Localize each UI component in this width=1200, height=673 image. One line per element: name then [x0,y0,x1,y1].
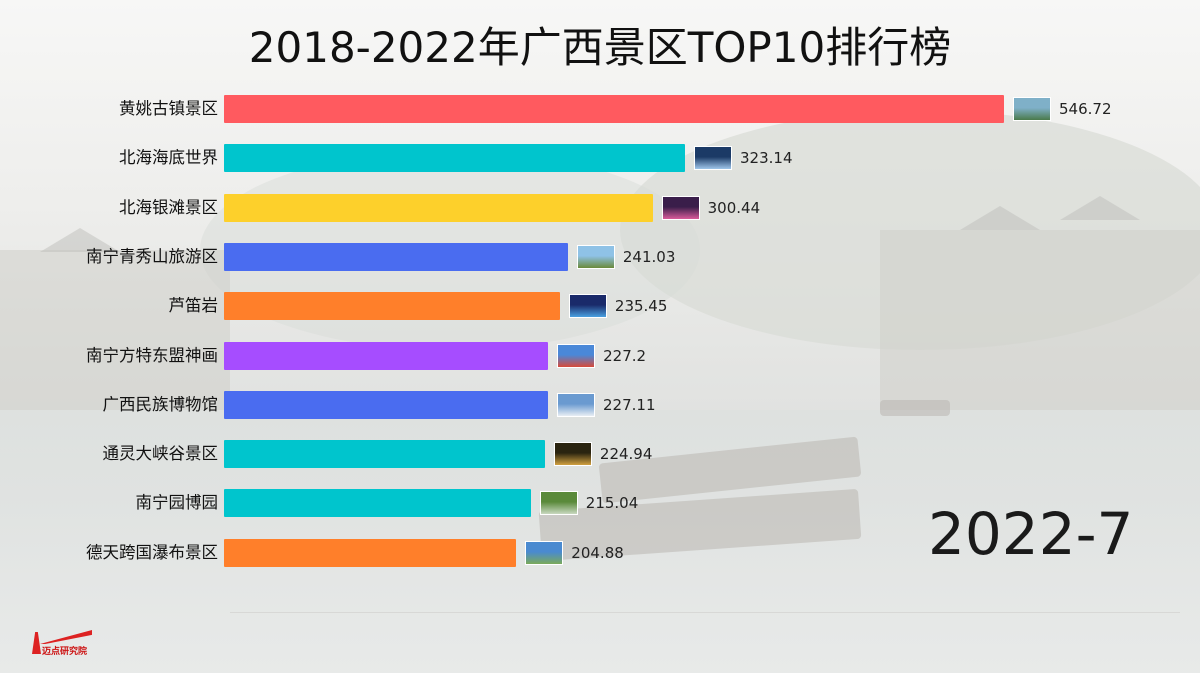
value-label: 241.03 [622,247,676,266]
bar [224,292,560,321]
page-title: 2018-2022年广西景区TOP10排行榜 [248,23,952,72]
category-label: 南宁青秀山旅游区 [86,246,218,266]
swoosh-icon [40,630,92,644]
category-label: 南宁方特东盟神画 [86,345,218,365]
value-label: 235.45 [614,297,668,316]
value-label: 215.04 [585,494,639,513]
bar [224,489,531,518]
bar [224,193,653,222]
scenic-thumbnail [553,442,592,467]
bar [224,144,686,173]
category-label: 广西民族博物馆 [102,394,219,414]
bar [224,440,545,469]
bar [224,341,549,370]
category-label: 芦笛岩 [168,296,219,316]
tower-icon [32,632,41,654]
value-label: 204.88 [571,543,624,562]
scenic-thumbnail [525,540,564,565]
value-label: 227.11 [603,395,656,414]
period-label: 2022-7 [928,500,1134,568]
brand-logo-text: 迈点研究院 [42,647,88,657]
bar [224,242,568,271]
bar [224,95,1004,123]
scenic-thumbnail [661,195,700,220]
value-label: 546.72 [1059,100,1112,118]
value-label: 227.2 [603,346,647,365]
category-label: 北海海底世界 [119,148,218,168]
brand-logo: 迈点研究院 [26,628,106,660]
scenic-thumbnail [539,491,578,516]
divider [230,612,1180,613]
bar [224,538,517,567]
value-label: 323.14 [740,149,793,168]
category-label: 通灵大峡谷景区 [102,444,219,464]
value-label: 224.94 [599,445,653,464]
scenic-thumbnail [694,146,733,171]
scenic-thumbnail [568,294,607,319]
scenic-thumbnail [557,392,595,417]
category-label: 北海银滩景区 [119,197,218,217]
scenic-thumbnail [576,244,615,269]
category-label: 德天跨国瀑布景区 [86,542,218,562]
category-label: 黄姚古镇景区 [119,99,218,118]
scenic-thumbnail [557,343,596,368]
category-label: 南宁园博园 [135,493,219,513]
value-label: 300.44 [707,198,761,217]
bar [224,390,548,419]
scenic-thumbnail [1013,97,1051,121]
